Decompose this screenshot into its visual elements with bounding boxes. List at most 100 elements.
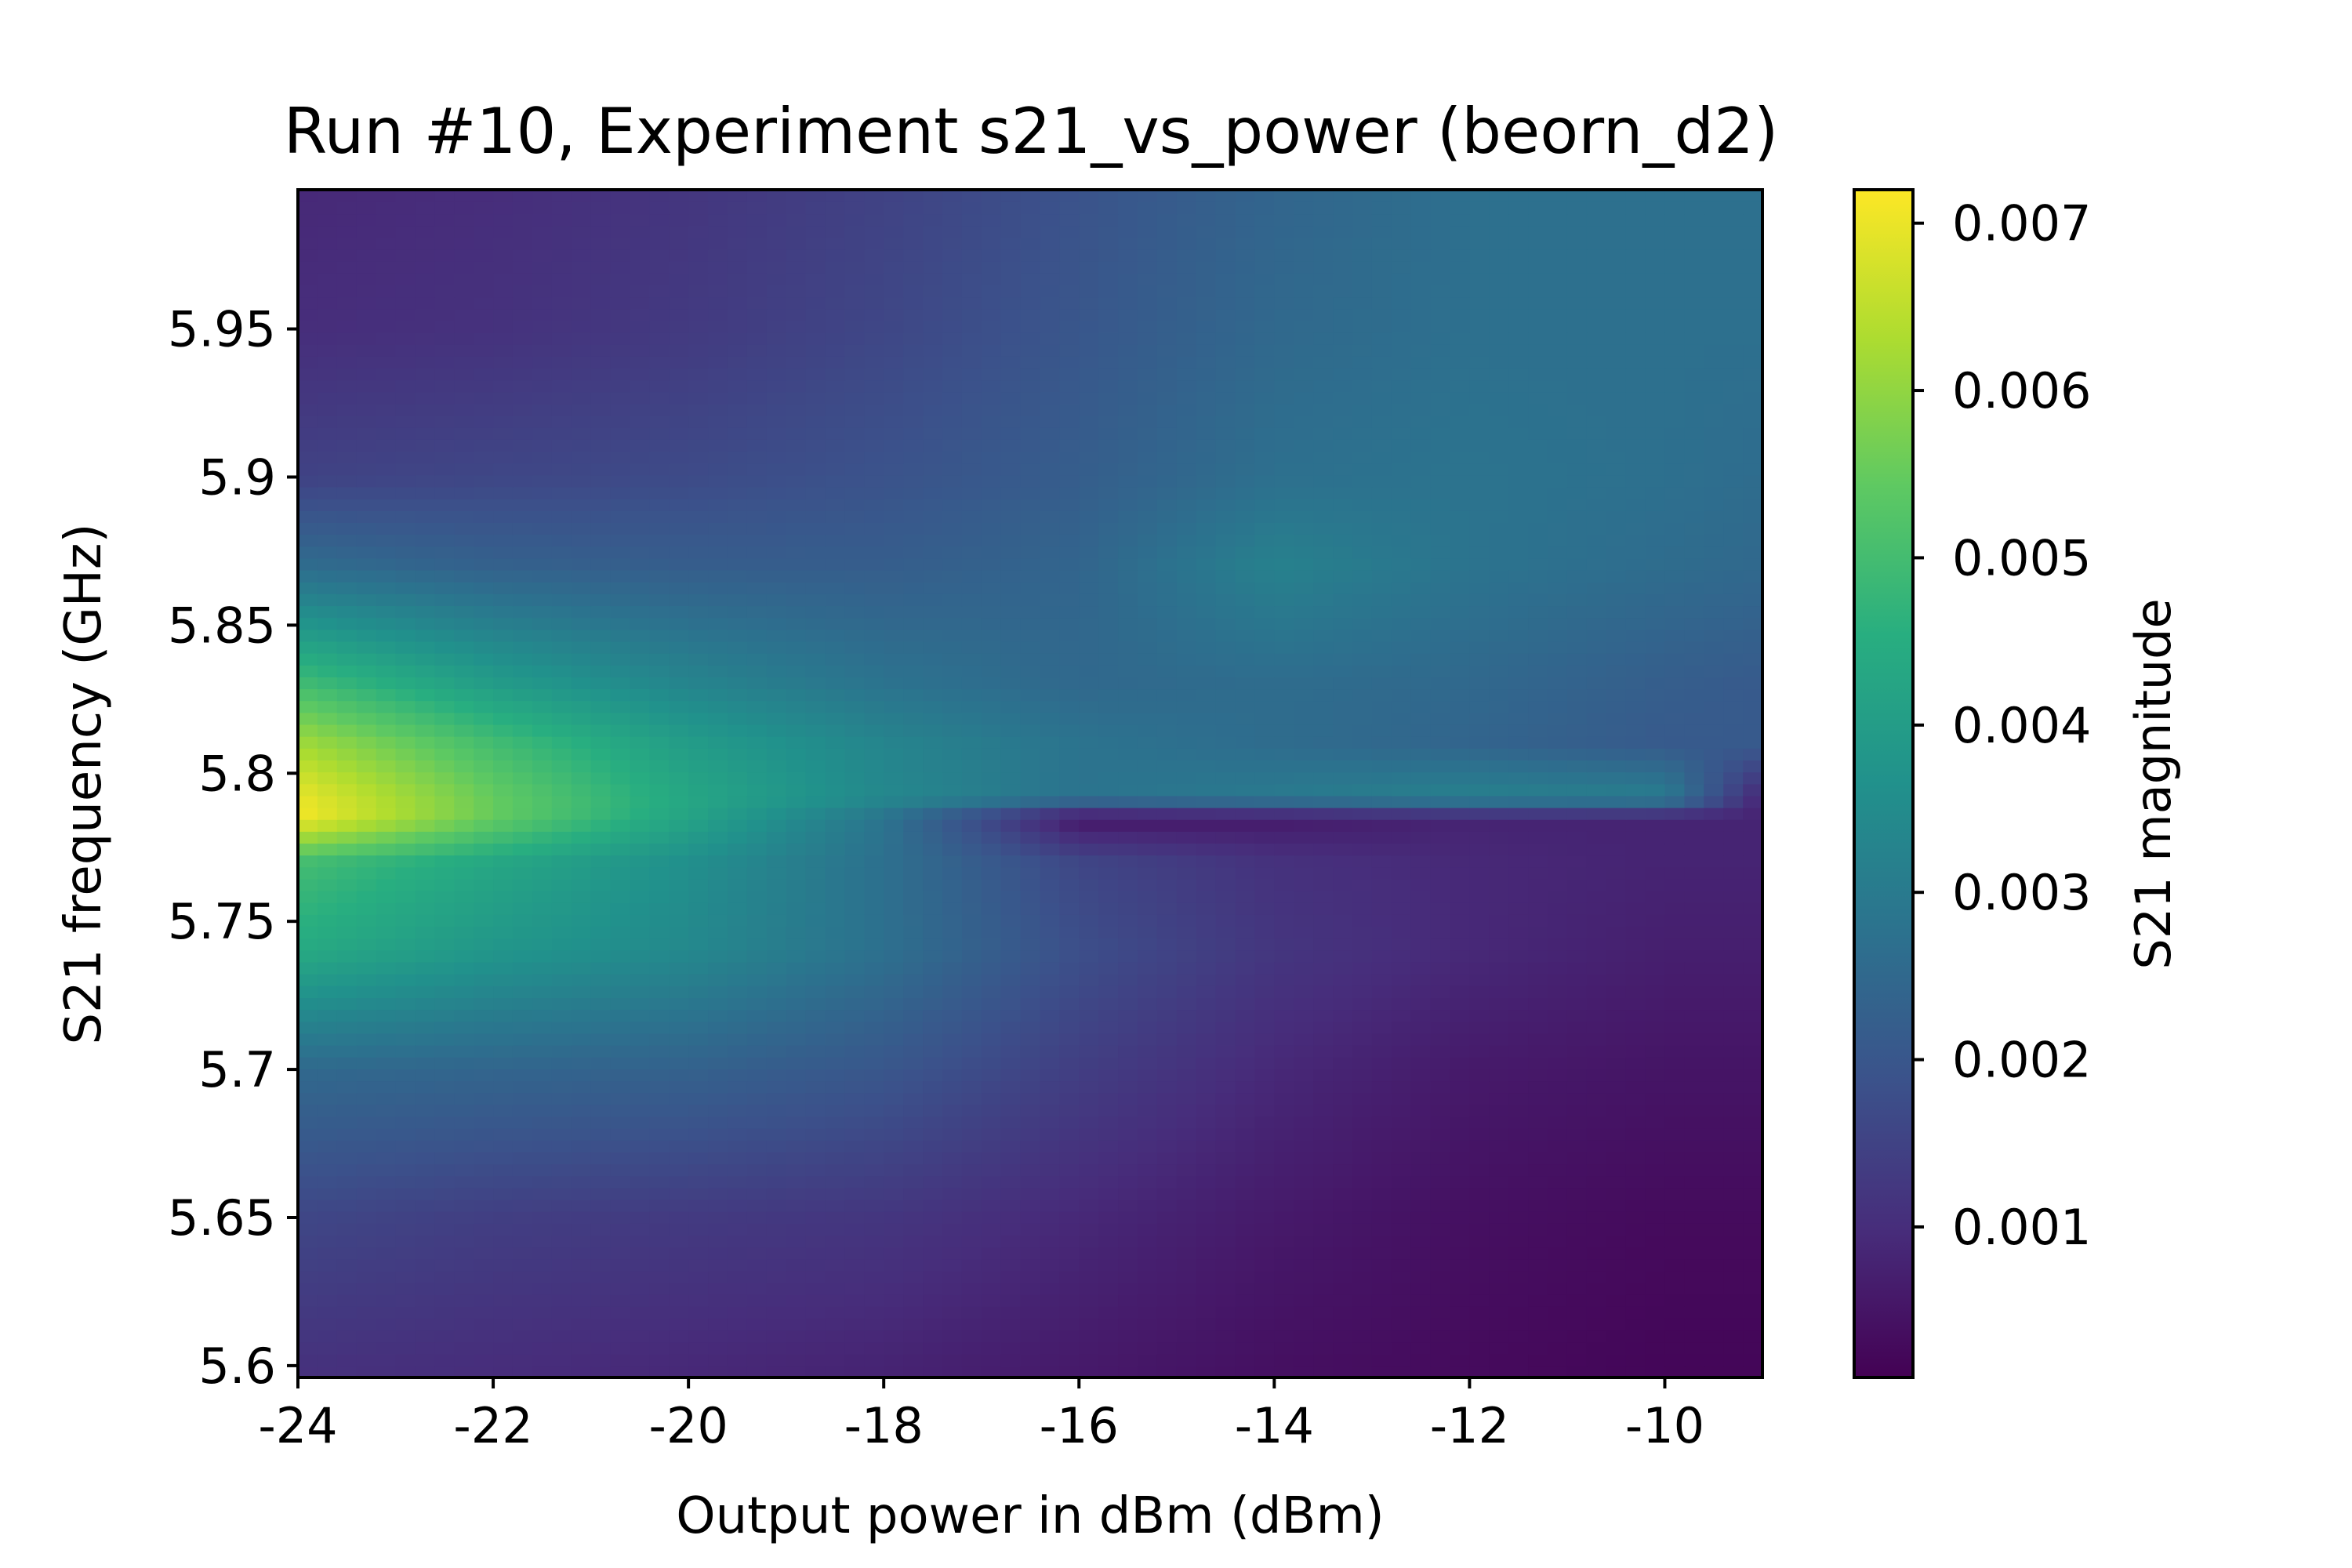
heatmap-cell	[1294, 593, 1314, 607]
heatmap-cell	[923, 1092, 943, 1105]
heatmap-cell	[1430, 1235, 1451, 1248]
heatmap-cell	[1704, 949, 1724, 963]
heatmap-cell	[512, 688, 533, 702]
heatmap-cell	[786, 938, 807, 951]
heatmap-cell	[688, 581, 709, 594]
heatmap-cell	[1625, 1116, 1646, 1129]
heatmap-cell	[1469, 1069, 1490, 1082]
heatmap-cell	[1000, 973, 1022, 986]
heatmap-cell	[395, 760, 416, 773]
heatmap-cell	[1528, 878, 1548, 891]
heatmap-cell	[1430, 1341, 1451, 1355]
heatmap-cell	[746, 641, 768, 654]
heatmap-cell	[1743, 1033, 1763, 1046]
heatmap-cell	[1625, 878, 1646, 891]
heatmap-cell	[1215, 1152, 1236, 1165]
heatmap-cell	[415, 617, 436, 630]
heatmap-cell	[1333, 795, 1353, 808]
heatmap-cell	[356, 1187, 377, 1200]
heatmap-cell	[376, 926, 397, 939]
heatmap-cell	[923, 878, 943, 891]
heatmap-cell	[1118, 735, 1138, 749]
heatmap-cell	[571, 1127, 592, 1141]
heatmap-cell	[336, 1056, 358, 1069]
heatmap-cell	[864, 783, 884, 797]
heatmap-cell	[1566, 997, 1588, 1011]
heatmap-cell	[376, 1021, 397, 1034]
heatmap-cell	[415, 1365, 436, 1378]
heatmap-cell	[1059, 688, 1080, 702]
heatmap-cell	[1528, 712, 1548, 725]
heatmap-cell	[1118, 890, 1138, 903]
heatmap-cell	[1040, 795, 1061, 808]
heatmap-cell	[1040, 1306, 1061, 1319]
heatmap-cell	[1294, 605, 1314, 619]
heatmap-cell	[1743, 1092, 1763, 1105]
heatmap-cell	[532, 807, 553, 820]
heatmap-cell	[1352, 973, 1373, 986]
heatmap-cell	[1118, 1127, 1138, 1141]
heatmap-cell	[532, 938, 553, 951]
heatmap-cell	[961, 1140, 982, 1152]
heatmap-cell	[727, 1187, 748, 1200]
heatmap-cell	[1118, 760, 1138, 773]
heatmap-cell	[649, 629, 670, 642]
heatmap-cell	[825, 665, 846, 677]
heatmap-cell	[493, 795, 514, 808]
heatmap-cell	[1020, 1294, 1041, 1307]
heatmap-cell	[1333, 712, 1353, 725]
heatmap-cell	[1391, 818, 1412, 832]
heatmap-cell	[551, 890, 572, 903]
heatmap-cell	[1098, 1258, 1119, 1272]
heatmap-cell	[805, 890, 826, 903]
heatmap-cell	[454, 938, 474, 951]
heatmap-cell	[825, 1330, 846, 1343]
heatmap-cell	[1704, 617, 1724, 630]
heatmap-cell	[1430, 949, 1451, 963]
heatmap-cell	[805, 843, 826, 856]
heatmap-cell	[825, 1056, 846, 1069]
heatmap-cell	[1410, 1140, 1432, 1152]
heatmap-cell	[1137, 1009, 1158, 1022]
heatmap-cell	[1156, 1306, 1178, 1319]
heatmap-cell	[1391, 1152, 1412, 1165]
heatmap-cell	[395, 1152, 416, 1165]
heatmap-cell	[298, 629, 318, 642]
heatmap-cell	[336, 641, 358, 654]
heatmap-cell	[474, 938, 494, 951]
heatmap-cell	[1645, 1009, 1666, 1022]
heatmap-cell	[903, 665, 924, 677]
heatmap-cell	[1566, 890, 1588, 903]
heatmap-cell	[669, 1140, 689, 1152]
heatmap-cell	[1313, 688, 1334, 702]
heatmap-cell	[1528, 783, 1548, 797]
heatmap-cell	[1684, 748, 1705, 760]
heatmap-cell	[981, 843, 1002, 856]
heatmap-cell	[766, 593, 787, 607]
heatmap-cell	[395, 1353, 416, 1367]
heatmap-cell	[1489, 1080, 1510, 1094]
heatmap-cell	[1040, 1009, 1061, 1022]
heatmap-cell	[1625, 1330, 1646, 1343]
heatmap-cell	[1235, 1341, 1256, 1355]
heatmap-cell	[1391, 1353, 1412, 1367]
heatmap-cell	[1020, 1210, 1041, 1224]
heatmap-cell	[1020, 1127, 1041, 1141]
heatmap-cell	[844, 1092, 866, 1105]
heatmap-cell	[786, 961, 807, 975]
heatmap-cell	[630, 1104, 651, 1117]
heatmap-cell	[1352, 1223, 1373, 1236]
heatmap-cell	[1235, 818, 1256, 832]
heatmap-cell	[1645, 712, 1666, 725]
heatmap-cell	[1098, 617, 1119, 630]
heatmap-cell	[336, 1044, 358, 1058]
heatmap-cell	[298, 1044, 318, 1058]
heatmap-cell	[474, 807, 494, 820]
heatmap-cell	[1743, 1175, 1763, 1189]
heatmap-cell	[1450, 712, 1471, 725]
heatmap-cell	[1743, 1365, 1763, 1378]
heatmap-cell	[961, 783, 982, 797]
heatmap-cell	[1450, 1270, 1471, 1283]
heatmap-cell	[766, 1152, 787, 1165]
heatmap-cell	[727, 712, 748, 725]
